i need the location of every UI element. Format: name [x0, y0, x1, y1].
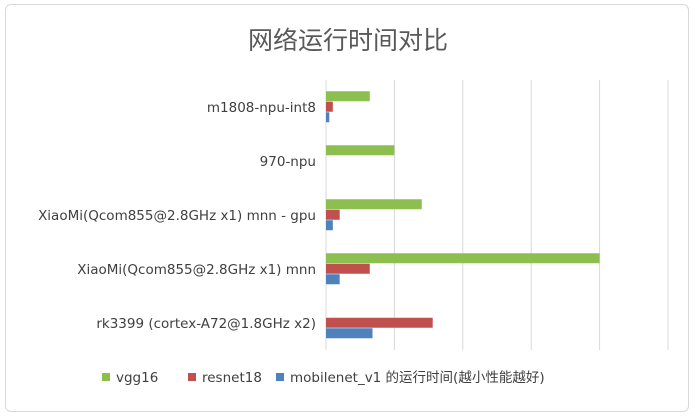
bar-mobilenet_v1: [326, 112, 330, 123]
chart-svg: 网络运行时间对比 m1808-npu-int8 970-npu XiaoMi(Qcom…: [38, 26, 669, 386]
bar-mobilenet_v1: [326, 220, 333, 231]
category-label: 970-npu: [260, 154, 316, 170]
bar-mobilenet_v1: [326, 328, 373, 339]
bar-vgg16: [326, 253, 600, 264]
legend-label: resnet18: [202, 370, 262, 386]
category-label: m1808-npu-int8: [207, 100, 316, 116]
legend-swatch: [276, 373, 284, 381]
bar-vgg16: [326, 145, 395, 156]
category-label: XiaoMi(Qcom855@2.8GHz x1) mnn - gpu: [38, 208, 316, 224]
legend-swatch: [188, 373, 196, 381]
bar-resnet18: [326, 317, 433, 328]
legend-label: vgg16: [116, 370, 158, 386]
bar-resnet18: [326, 101, 333, 112]
bar-vgg16: [326, 199, 422, 210]
bar-vgg16: [326, 91, 370, 102]
category-label: rk3399 (cortex-A72@1.8GHz x2): [96, 316, 316, 332]
legend-label: mobilenet_v1 的运行时间(越小性能越好): [290, 370, 545, 386]
bar-mobilenet_v1: [326, 274, 340, 285]
bar-resnet18: [326, 263, 370, 274]
bar-resnet18: [326, 209, 340, 220]
chart-title: 网络运行时间对比: [248, 26, 448, 55]
category-label: XiaoMi(Qcom855@2.8GHz x1) mnn: [77, 262, 316, 278]
chart-container: 网络运行时间对比 m1808-npu-int8 970-npu XiaoMi(Qcom…: [5, 4, 689, 412]
legend-swatch: [102, 373, 110, 381]
